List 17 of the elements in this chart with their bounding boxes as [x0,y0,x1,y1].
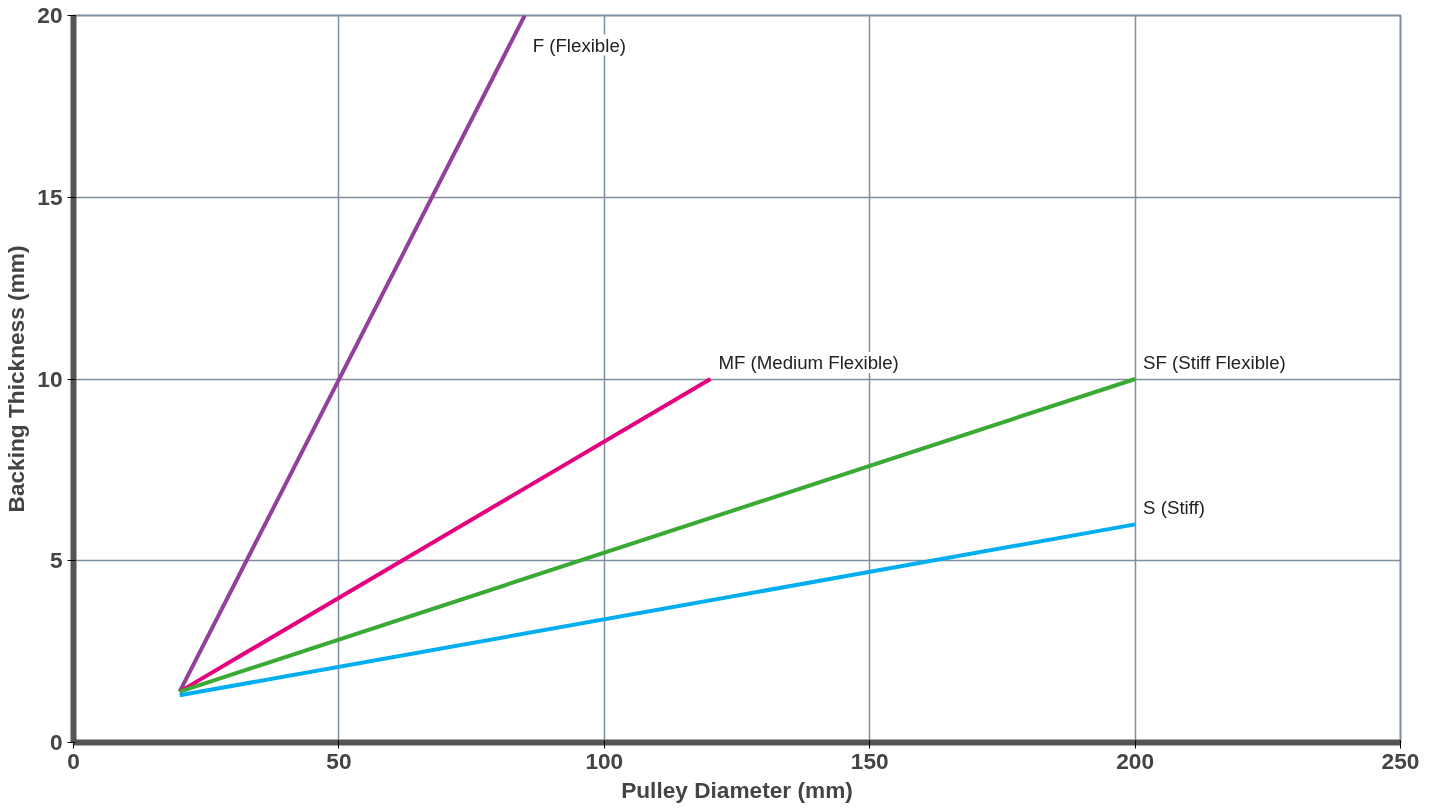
x-tick-label: 200 [1116,747,1155,774]
x-tick-label: 100 [585,747,624,774]
series-label: SF (Stiff Flexible) [1143,352,1286,373]
series-label: MF (Medium Flexible) [718,352,899,373]
series-label: F (Flexible) [532,34,626,56]
y-tick-label: 10 [37,365,63,392]
series-label: S (Stiff) [1143,497,1205,519]
y-axis-title: Backing Thickness (mm) [3,245,30,513]
y-tick-label: 0 [49,729,63,755]
x-tick-label: 250 [1381,747,1420,774]
y-tick-label: 15 [37,183,63,210]
y-tick-label: 5 [49,547,63,574]
x-tick-label: 50 [326,747,352,774]
x-tick-label: 150 [850,747,889,774]
x-tick-label: 0 [67,747,80,774]
x-axis-title: Pulley Diameter (mm) [621,776,853,803]
y-tick-label: 20 [37,2,63,28]
